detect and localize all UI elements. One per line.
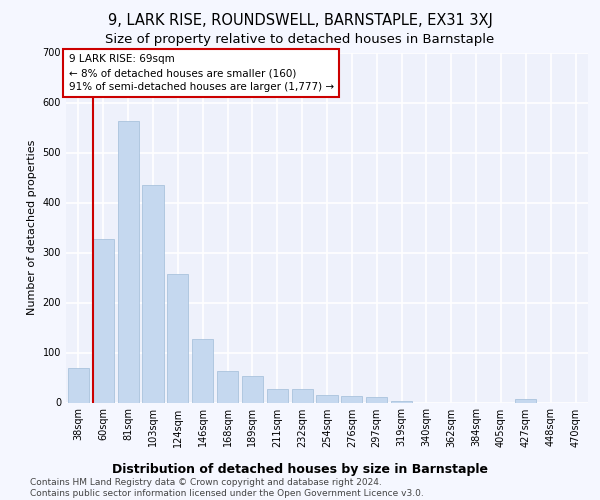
- Bar: [167, 274, 188, 402]
- Text: 9, LARK RISE, ROUNDSWELL, BARNSTAPLE, EX31 3XJ: 9, LARK RISE, ROUNDSWELL, BARNSTAPLE, EX…: [107, 12, 493, 28]
- Bar: [68, 368, 89, 402]
- Bar: [142, 185, 164, 402]
- Text: 9 LARK RISE: 69sqm
← 8% of detached houses are smaller (160)
91% of semi-detache: 9 LARK RISE: 69sqm ← 8% of detached hous…: [68, 54, 334, 92]
- Bar: [242, 376, 263, 402]
- Text: Contains HM Land Registry data © Crown copyright and database right 2024.
Contai: Contains HM Land Registry data © Crown c…: [30, 478, 424, 498]
- Bar: [515, 399, 536, 402]
- Bar: [341, 396, 362, 402]
- Bar: [192, 339, 213, 402]
- Bar: [316, 395, 338, 402]
- Y-axis label: Number of detached properties: Number of detached properties: [27, 140, 37, 315]
- Bar: [267, 388, 288, 402]
- Bar: [93, 238, 114, 402]
- Bar: [118, 121, 139, 402]
- Bar: [366, 396, 387, 402]
- Bar: [391, 400, 412, 402]
- Bar: [217, 371, 238, 402]
- Text: Distribution of detached houses by size in Barnstaple: Distribution of detached houses by size …: [112, 462, 488, 475]
- Text: Size of property relative to detached houses in Barnstaple: Size of property relative to detached ho…: [106, 32, 494, 46]
- Bar: [292, 388, 313, 402]
